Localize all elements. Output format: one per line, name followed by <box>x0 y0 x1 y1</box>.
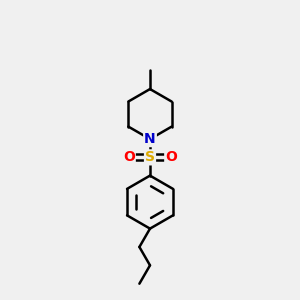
Text: O: O <box>123 150 135 164</box>
Text: S: S <box>145 150 155 164</box>
Text: O: O <box>165 150 177 164</box>
Text: N: N <box>144 132 156 146</box>
